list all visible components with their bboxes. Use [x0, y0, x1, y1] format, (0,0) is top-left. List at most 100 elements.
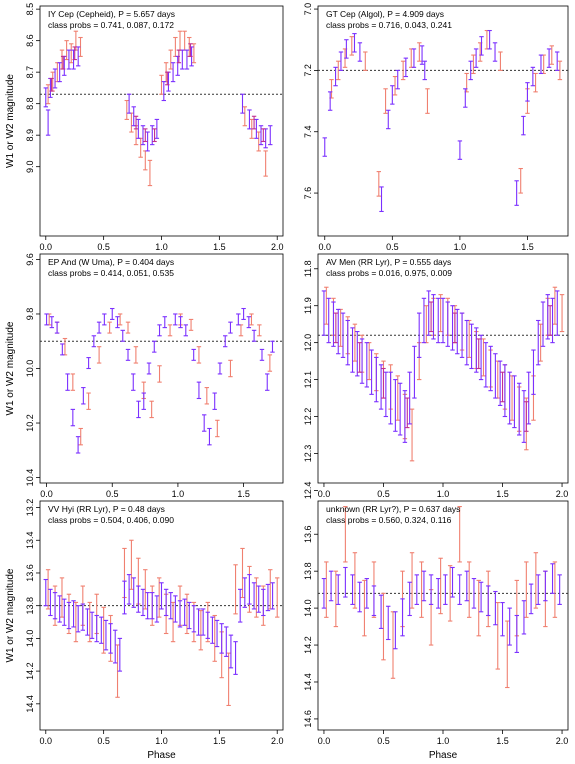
data-point	[78, 427, 83, 446]
data-point	[390, 611, 396, 679]
data-point	[140, 125, 146, 146]
data-point	[321, 578, 327, 609]
data-point	[457, 140, 463, 160]
y-axis-label: W1 or W2 magnitude	[5, 568, 16, 662]
data-point	[170, 62, 176, 83]
data-point	[357, 42, 363, 62]
data-point	[152, 128, 157, 143]
data-point	[43, 87, 48, 108]
data-point	[54, 321, 60, 334]
data-point	[421, 297, 427, 344]
data-point	[57, 595, 62, 623]
data-point	[457, 505, 462, 563]
data-point	[345, 319, 350, 366]
data-point	[207, 427, 212, 446]
data-point	[388, 371, 393, 425]
data-point	[115, 316, 120, 329]
data-point	[161, 81, 167, 102]
series-3	[333, 301, 553, 432]
data-point	[340, 312, 346, 358]
data-point	[445, 301, 450, 347]
data-point	[484, 29, 490, 50]
y-tick-label: 14.6	[303, 710, 313, 728]
data-point	[500, 602, 505, 637]
data-point	[403, 57, 409, 78]
data-point	[447, 565, 453, 622]
data-point	[395, 375, 400, 421]
data-point	[452, 312, 458, 344]
data-point	[168, 49, 173, 70]
data-point	[483, 342, 489, 388]
data-point	[324, 561, 329, 618]
data-point	[145, 592, 150, 620]
data-point	[162, 316, 167, 329]
series-2	[321, 563, 562, 653]
x-tick-label: 1.0	[454, 242, 467, 252]
y-tick-label: 9.6	[25, 253, 35, 266]
data-point	[261, 128, 266, 143]
data-point	[405, 397, 410, 429]
x-axis-label: Phase	[429, 750, 458, 761]
data-point	[86, 392, 91, 410]
y-tick-label: 8.9	[25, 129, 35, 142]
data-point	[247, 574, 252, 605]
data-point	[411, 48, 417, 68]
data-point	[129, 539, 134, 590]
y-tick-label: 8.6	[25, 34, 35, 47]
y-tick-label: 12.1	[303, 371, 313, 389]
data-point	[540, 301, 546, 347]
y-tick-label: 14.0	[25, 630, 35, 648]
data-point	[204, 387, 210, 405]
data-point	[246, 316, 252, 329]
data-point	[143, 128, 148, 143]
data-point	[240, 93, 245, 114]
data-point	[223, 335, 228, 348]
data-point	[131, 106, 136, 127]
data-point	[366, 342, 372, 381]
data-point	[552, 286, 558, 325]
data-point	[173, 595, 178, 623]
data-point	[136, 400, 141, 419]
data-point	[554, 51, 560, 71]
data-point	[196, 381, 202, 400]
data-point	[459, 312, 465, 358]
panel-2: 0.0 0.5 1.0 1.5 7.0 7.2 7.4 7.6 GT Cep (Algol), …	[303, 3, 569, 252]
data-point	[371, 585, 377, 617]
y-tick-label: 11.8	[303, 260, 313, 277]
data-point	[466, 561, 472, 618]
data-point	[247, 109, 252, 130]
x-tick-label: 0.0	[318, 489, 331, 499]
data-point	[464, 319, 470, 366]
data-point	[261, 588, 266, 617]
data-point	[536, 319, 541, 366]
data-point	[101, 606, 106, 654]
data-point	[363, 51, 368, 71]
data-point	[450, 566, 455, 598]
data-point	[249, 118, 254, 139]
data-point	[386, 605, 391, 641]
data-point	[265, 583, 271, 612]
data-point	[507, 607, 512, 646]
data-point	[550, 563, 555, 594]
series-2	[321, 290, 560, 443]
series-1	[324, 505, 558, 689]
x-axis-label: Phase	[147, 750, 176, 761]
y-tick-label: 7.6	[303, 187, 313, 200]
data-point	[352, 552, 358, 609]
data-point	[376, 171, 382, 197]
data-point	[381, 592, 386, 661]
data-point	[369, 349, 374, 395]
panel-subtitle: class probs = 0.504, 0.406, 0.090	[48, 515, 174, 525]
data-point	[110, 307, 115, 320]
data-point	[210, 616, 215, 644]
data-point	[187, 601, 192, 630]
data-point	[66, 601, 72, 630]
data-point	[59, 577, 65, 618]
data-point	[136, 585, 141, 613]
data-point	[201, 414, 207, 432]
series-2	[43, 46, 273, 152]
data-point	[357, 581, 362, 613]
x-tick-label: 1.0	[155, 736, 168, 746]
data-point	[486, 585, 491, 617]
data-point	[350, 327, 355, 373]
